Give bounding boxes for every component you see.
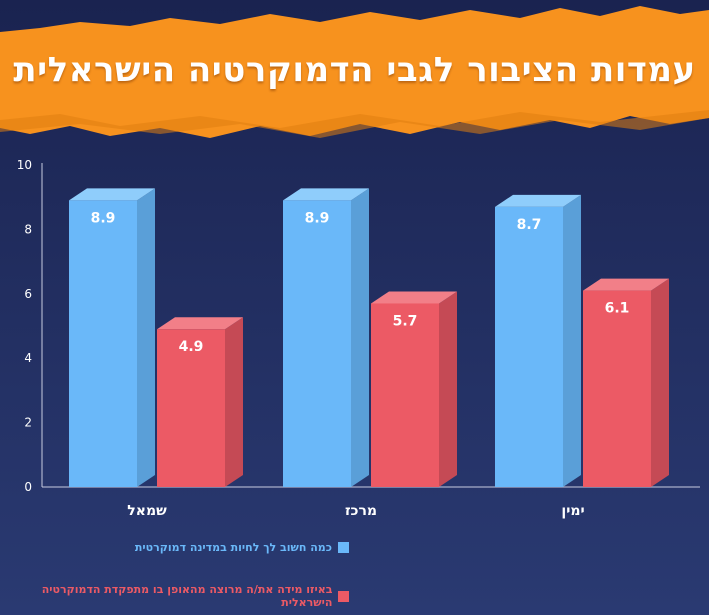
- bar-front-face: [69, 200, 137, 488]
- bar-side-face: [563, 194, 581, 488]
- chart-title: עמדות הציבור לגבי הדמוקרטיה הישראלית: [13, 50, 696, 90]
- bar-importance-1: [283, 188, 369, 488]
- bar-front-face: [583, 290, 651, 487]
- legend-label-importance: כמה חשוב לך לחיות במדינה דמוקרטית: [134, 541, 332, 554]
- x-tick-label-1: מרכז: [345, 503, 377, 519]
- data-label-importance-2: 8.7: [517, 217, 542, 233]
- legend-item-satisfaction: באיזו מידה את/ה מרוצה מהאופן בו מתפקדת ה…: [0, 583, 349, 609]
- bar-front-face: [157, 329, 225, 487]
- bar-top-face: [69, 188, 155, 201]
- y-tick-label-2: 4: [24, 351, 32, 365]
- bar-top-face: [583, 278, 669, 291]
- bar-importance-0: [69, 188, 155, 488]
- bar-side-face: [225, 317, 243, 487]
- y-tick-label-3: 6: [24, 287, 32, 301]
- bar-top-face: [495, 194, 581, 207]
- bar-top-face: [371, 291, 457, 304]
- bar-satisfaction-2: [583, 278, 669, 487]
- x-tick-label-2: ימין: [561, 503, 584, 519]
- bar-satisfaction-1: [371, 291, 457, 487]
- bar-front-face: [283, 200, 351, 488]
- y-tick-label-5: 10: [17, 158, 32, 172]
- legend-swatch-satisfaction: [338, 590, 349, 602]
- data-label-importance-1: 8.9: [305, 210, 330, 226]
- x-tick-label-0: שמאל: [127, 503, 167, 519]
- bar-side-face: [351, 188, 369, 488]
- bar-importance-2: [495, 194, 581, 488]
- bar-side-face: [439, 291, 457, 487]
- bar-side-face: [651, 278, 669, 487]
- bar-top-face: [283, 188, 369, 201]
- data-label-satisfaction-2: 6.1: [605, 301, 630, 317]
- data-label-satisfaction-0: 4.9: [179, 339, 204, 355]
- bar-top-face: [157, 317, 243, 330]
- y-tick-label-0: 0: [24, 480, 32, 494]
- title-banner: [0, 6, 709, 138]
- bar-side-face: [137, 188, 155, 488]
- data-label-importance-0: 8.9: [91, 210, 116, 226]
- bar-satisfaction-0: [157, 317, 243, 487]
- y-tick-label-1: 2: [24, 416, 32, 430]
- y-tick-label-4: 8: [24, 222, 32, 236]
- data-label-satisfaction-1: 5.7: [393, 313, 418, 329]
- legend-item-importance: כמה חשוב לך לחיות במדינה דמוקרטית: [135, 541, 349, 554]
- bar-front-face: [371, 303, 439, 487]
- legend-swatch-importance: [338, 542, 349, 553]
- bar-front-face: [495, 206, 563, 488]
- legend-label-satisfaction: באיזו מידה את/ה מרוצה מהאופן בו מתפקדת ה…: [41, 583, 333, 609]
